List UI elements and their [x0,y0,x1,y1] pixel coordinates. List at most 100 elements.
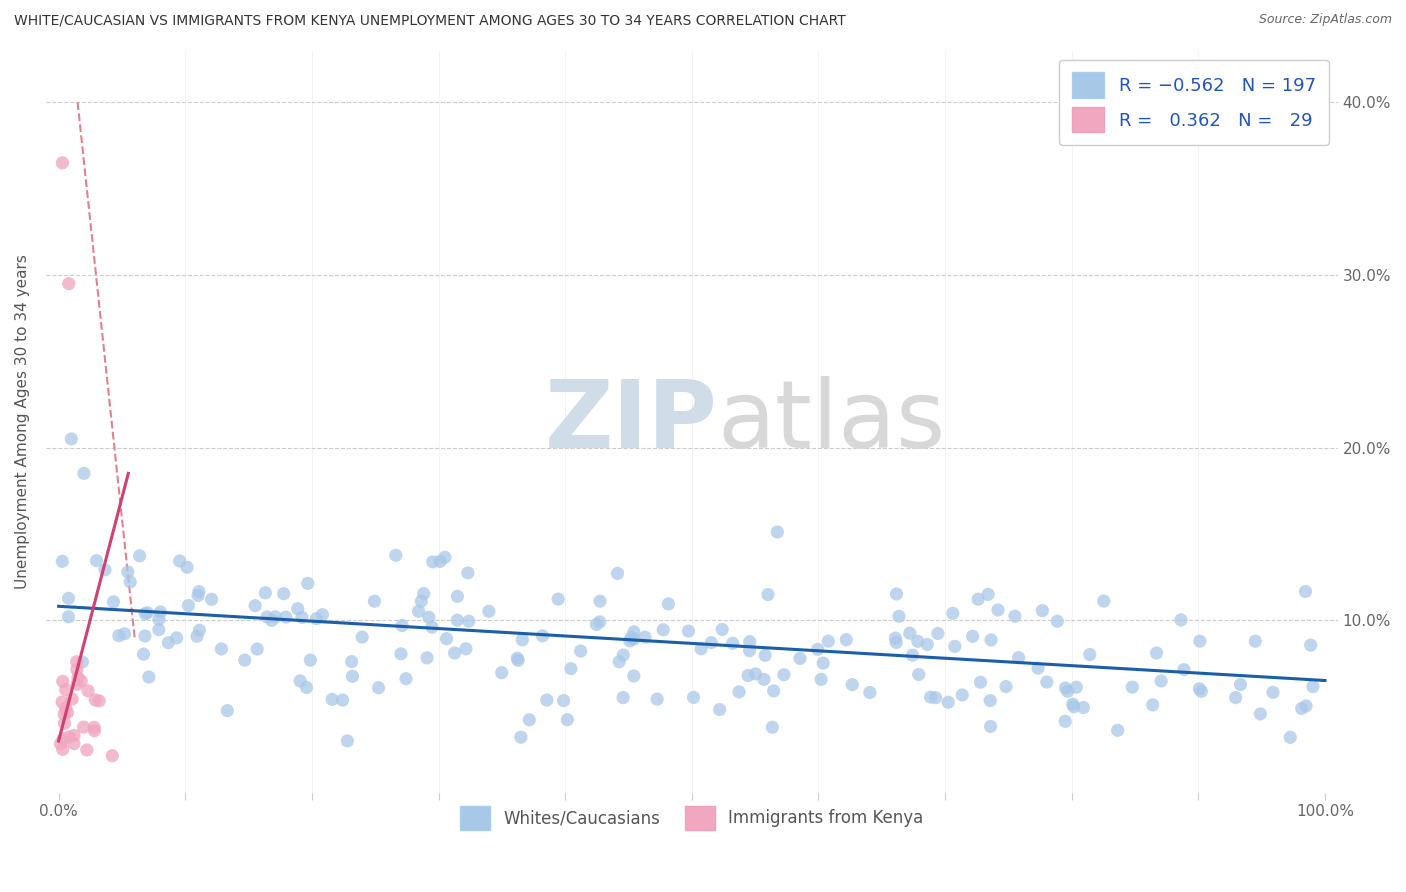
Point [585,617,607,632]
Point [509,730,531,744]
Text: ZIP: ZIP [544,376,717,467]
Point [943,640,966,654]
Point [101,748,124,763]
Point [108,629,131,643]
Point [120,574,142,589]
Point [264,609,287,624]
Point [389,647,412,661]
Point [807,642,830,657]
Point [1062,697,1084,711]
Point [256,610,278,624]
Point [589,615,612,629]
Point [1056,684,1078,698]
Point [738,634,761,648]
Point [817,634,839,648]
Point [721,636,744,650]
Point [884,635,907,649]
Point [619,633,641,648]
Point [884,631,907,645]
Point [1073,700,1095,714]
Point [336,734,359,748]
Point [512,632,534,647]
Point [420,620,443,634]
Point [1279,731,1302,745]
Point [887,609,910,624]
Point [1063,699,1085,714]
Point [1170,613,1192,627]
Point [55,682,77,697]
Point [367,681,389,695]
Point [1004,609,1026,624]
Point [63,737,86,751]
Point [728,685,751,699]
Point [287,601,309,615]
Point [737,668,759,682]
Point [907,634,929,648]
Point [1036,675,1059,690]
Point [60,432,83,446]
Point [94,563,117,577]
Point [177,599,200,613]
Point [429,554,451,568]
Point [547,592,569,607]
Point [1295,698,1317,713]
Point [391,618,413,632]
Point [623,632,645,646]
Point [385,549,408,563]
Point [83,720,105,734]
Point [342,669,364,683]
Point [254,586,277,600]
Point [58,591,80,606]
Point [917,637,939,651]
Point [51,554,73,568]
Point [898,626,921,640]
Point [1173,663,1195,677]
Point [766,524,789,539]
Point [103,595,125,609]
Point [1302,680,1324,694]
Point [297,576,319,591]
Point [886,587,908,601]
Point [408,604,430,618]
Point [553,694,575,708]
Point [169,554,191,568]
Point [84,693,107,707]
Point [920,690,942,705]
Point [412,586,434,600]
Point [176,560,198,574]
Point [411,594,433,608]
Point [52,731,75,746]
Point [291,610,314,624]
Point [560,662,582,676]
Point [1188,681,1211,696]
Point [273,587,295,601]
Point [187,589,209,603]
Point [711,623,734,637]
Point [436,632,458,646]
Point [1146,646,1168,660]
Point [114,627,136,641]
Point [305,612,328,626]
Point [157,636,180,650]
Point [531,629,554,643]
Point [1121,680,1143,694]
Point [517,713,540,727]
Point [508,653,530,667]
Point [1291,701,1313,715]
Point [969,675,991,690]
Point [128,549,150,563]
Point [243,599,266,613]
Point [53,707,76,722]
Point [454,641,477,656]
Point [395,672,418,686]
Point [738,643,761,657]
Point [117,565,139,579]
Point [811,656,834,670]
Point [209,642,232,657]
Point [690,641,713,656]
Point [789,651,811,665]
Point [1229,677,1251,691]
Point [260,613,283,627]
Point [835,632,858,647]
Point [416,651,439,665]
